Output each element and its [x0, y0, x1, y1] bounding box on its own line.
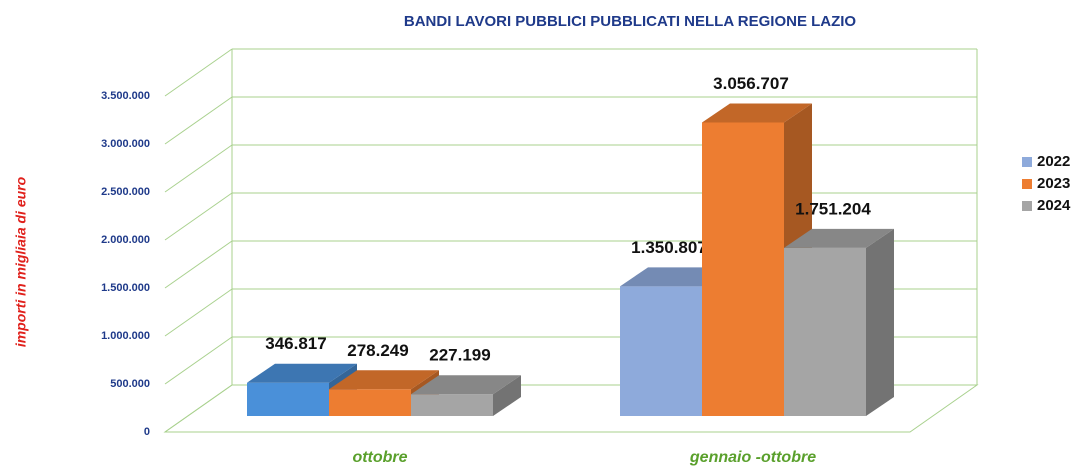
y-tick-label: 2.000.000	[101, 234, 150, 246]
bar	[784, 228, 894, 416]
y-tick-label: 1.500.000	[101, 282, 150, 294]
bar-face	[784, 228, 894, 248]
bar-face	[411, 394, 493, 416]
value-label: 1.751.204	[795, 199, 871, 218]
bar-face	[620, 286, 702, 416]
chart-title: BANDI LAVORI PUBBLICI PUBBLICATI NELLA R…	[404, 13, 857, 30]
y-tick-label: 1.000.000	[101, 330, 150, 342]
legend-label: 2024	[1037, 197, 1071, 214]
grid-line	[164, 288, 233, 337]
grid-line	[164, 96, 233, 145]
legend-label: 2022	[1037, 153, 1070, 170]
y-tick-label: 3.000.000	[101, 138, 150, 150]
bar-face	[247, 363, 357, 383]
y-tick-label: 500.000	[110, 378, 150, 390]
legend-swatch	[1022, 179, 1032, 189]
value-label: 3.056.707	[713, 74, 789, 93]
grid-line	[164, 144, 233, 193]
grid-line	[164, 48, 233, 97]
y-axis-title: importi in migliaia di euro	[13, 176, 29, 347]
bar-face	[247, 382, 329, 416]
y-tick-label: 2.500.000	[101, 186, 150, 198]
value-label: 1.350.807	[631, 238, 707, 257]
legend-label: 2023	[1037, 175, 1070, 192]
legend-swatch	[1022, 201, 1032, 211]
bar-face	[784, 247, 866, 416]
value-label: 227.199	[429, 346, 490, 365]
value-label: 346.817	[265, 334, 326, 353]
grid-line	[164, 240, 233, 289]
bar-face	[702, 122, 784, 417]
grid-line	[164, 384, 233, 433]
grid-line	[164, 192, 233, 241]
bar-face	[329, 389, 411, 416]
x-tick-label: gennaio -ottobre	[689, 449, 816, 466]
y-tick-label: 3.500.000	[101, 90, 150, 102]
bar	[411, 375, 521, 416]
bar-face	[866, 228, 894, 416]
legend-swatch	[1022, 157, 1032, 167]
value-label: 278.249	[347, 341, 408, 360]
grid-line	[164, 336, 233, 385]
x-tick-label: ottobre	[352, 449, 407, 466]
bar-face	[329, 370, 439, 390]
bar-face	[411, 375, 521, 395]
bar-face	[702, 103, 812, 123]
y-tick-label: 0	[144, 426, 150, 438]
bar-face	[493, 375, 521, 416]
